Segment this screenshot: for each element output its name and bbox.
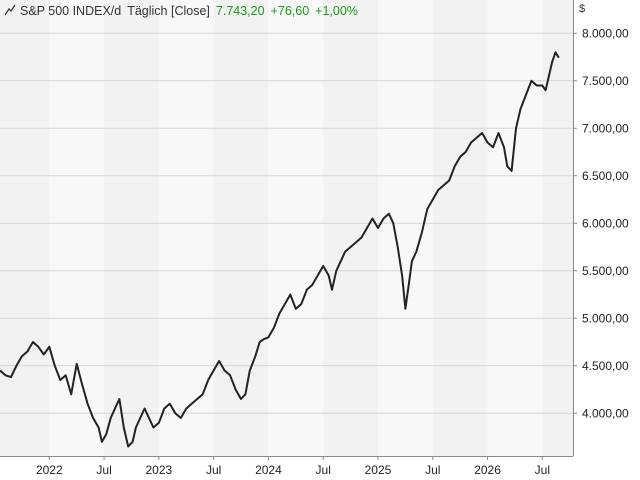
y-tick-label: 7.000,00 xyxy=(582,121,629,135)
x-tick-label: 2023 xyxy=(146,463,173,477)
background-band xyxy=(104,0,159,456)
background-band xyxy=(542,0,573,456)
background-band xyxy=(487,0,543,456)
quote-mode: Täglich [Close] xyxy=(127,4,210,18)
background-band xyxy=(213,0,269,456)
x-tick-label: 2026 xyxy=(474,463,501,477)
background-band xyxy=(377,0,433,456)
background-band xyxy=(158,0,214,456)
background-band xyxy=(323,0,378,456)
currency-label: $ xyxy=(579,3,586,15)
line-chart-icon xyxy=(4,4,16,16)
y-tick-label: 8.000,00 xyxy=(582,26,629,40)
y-tick-label: 4.000,00 xyxy=(582,406,629,420)
x-tick-label: 2025 xyxy=(365,463,392,477)
x-axis-tick-labels: 2022 Jul 2023 Jul 2024 Jul 2025 Jul 2026 Jul xyxy=(36,456,550,477)
x-tick-label: Jul xyxy=(206,463,221,477)
chart-header: S&P 500 INDEX/d Täglich [Close] 7.743,20 +7… xyxy=(4,4,364,18)
x-tick-label: Jul xyxy=(535,463,550,477)
y-tick-label: 5.500,00 xyxy=(582,264,629,278)
x-tick-label: 2022 xyxy=(36,463,63,477)
percent-change: +1,00% xyxy=(315,4,358,18)
axis-lines xyxy=(0,0,574,457)
last-value: 7.743,20 xyxy=(215,4,265,18)
background-band xyxy=(432,0,488,456)
background-bands xyxy=(0,0,573,456)
x-tick-label: Jul xyxy=(96,463,111,477)
x-tick-label: Jul xyxy=(316,463,331,477)
y-tick-label: 7.500,00 xyxy=(582,74,629,88)
y-tick-label: 6.000,00 xyxy=(582,216,629,230)
price-line xyxy=(0,51,560,448)
background-band xyxy=(0,0,50,456)
y-tick-label: 4.500,00 xyxy=(582,359,629,373)
x-tick-label: Jul xyxy=(425,463,440,477)
y-axis-tick-labels: 4.000,00 4.500,00 5.000,00 5.500,00 6.000,00… xyxy=(573,26,629,420)
price-series xyxy=(0,51,560,448)
y-tick-label: 5.000,00 xyxy=(582,311,629,325)
background-band xyxy=(49,0,105,456)
grid-lines xyxy=(0,32,573,414)
x-tick-label: 2024 xyxy=(255,463,282,477)
background-band xyxy=(268,0,324,456)
instrument-name: S&P 500 INDEX/d xyxy=(20,4,122,18)
y-tick-label: 6.500,00 xyxy=(582,169,629,183)
absolute-change: +76,60 xyxy=(270,4,310,18)
